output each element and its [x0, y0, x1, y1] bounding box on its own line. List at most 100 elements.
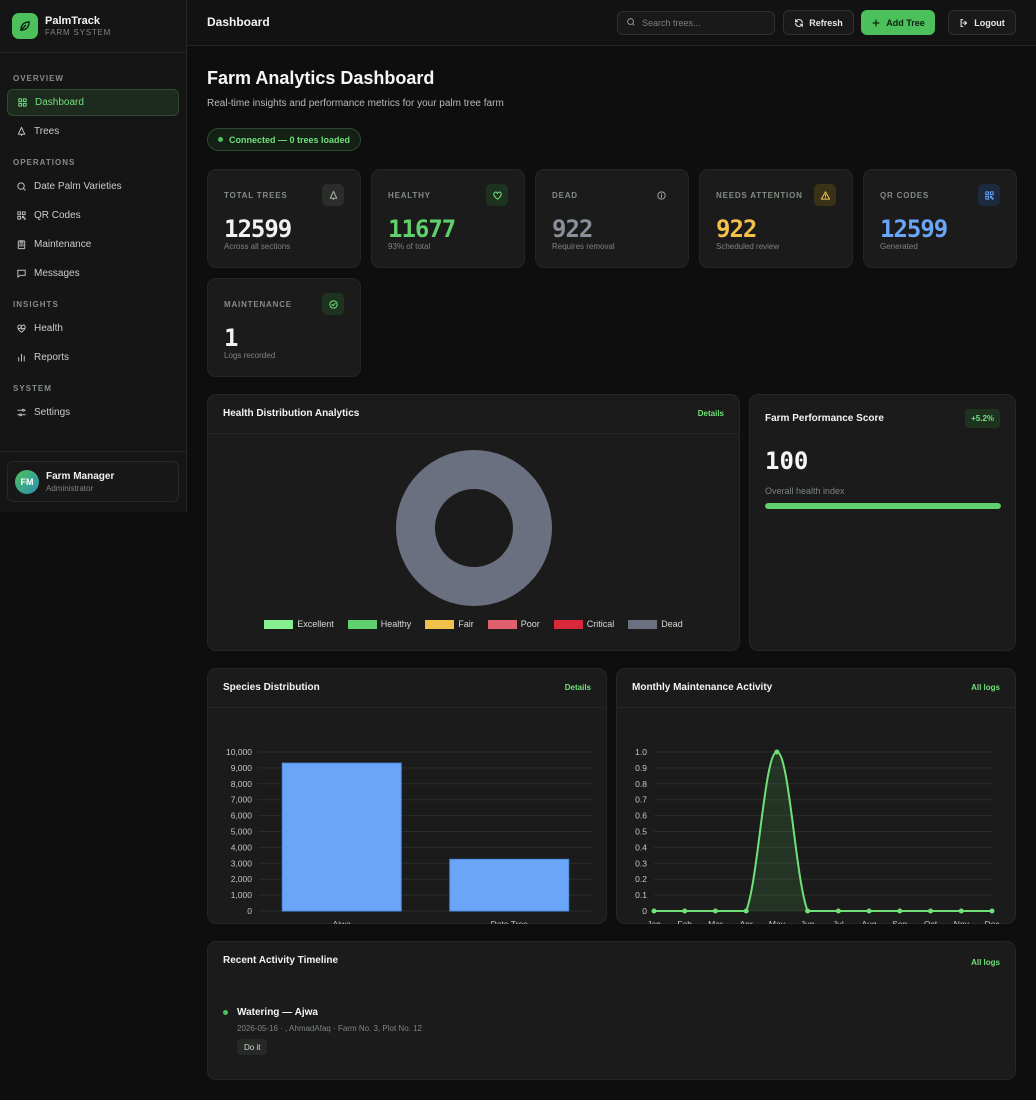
performance-label: Overall health index: [765, 486, 845, 496]
data-point-aug[interactable]: [866, 908, 872, 914]
health-card-title: Health Distribution Analytics: [223, 408, 360, 419]
legend-swatch: [264, 619, 294, 629]
data-point-oct[interactable]: [928, 908, 934, 914]
x-tick-label: Nov: [954, 919, 970, 924]
bar-ajwa[interactable]: [281, 762, 402, 912]
sidebar-item-label: Trees: [34, 126, 60, 137]
y-tick-label: 8,000: [231, 779, 253, 789]
stat-label: TOTAL TREES: [224, 191, 288, 200]
sidebar-nav: OVERVIEW Dashboard Trees OPERATIONS Date Pal…: [0, 53, 186, 426]
data-point-sep[interactable]: [897, 908, 903, 914]
y-tick-label: 5,000: [231, 827, 253, 837]
stat-value: 12599: [880, 215, 948, 243]
data-point-jun[interactable]: [805, 908, 811, 914]
tree-icon: [15, 126, 27, 138]
brand[interactable]: PalmTrack FARM SYSTEM: [0, 0, 186, 53]
y-tick-label: 0.2: [635, 874, 647, 884]
user-name: Farm Manager: [46, 470, 115, 482]
sidebar-item-dashboard[interactable]: Dashboard: [7, 89, 179, 116]
legend-item-poor[interactable]: Poor: [487, 619, 540, 629]
data-point-may[interactable]: [774, 749, 780, 755]
sidebar-item-maintenance[interactable]: Maintenance: [7, 231, 179, 258]
add-tree-button[interactable]: Add Tree: [861, 10, 935, 35]
page-title: Farm Analytics Dashboard: [207, 68, 435, 88]
legend-item-healthy[interactable]: Healthy: [347, 619, 412, 629]
user-card[interactable]: FM Farm Manager Administrator: [7, 461, 179, 502]
data-point-jan[interactable]: [651, 908, 657, 914]
x-tick-label: May: [769, 919, 786, 924]
stat-label: NEEDS ATTENTION: [716, 191, 803, 200]
sidebar-item-date-palm-varieties[interactable]: Date Palm Varieties: [7, 173, 179, 200]
nav-section-label: SYSTEM: [13, 384, 52, 393]
connection-badge: Connected — 0 trees loaded: [207, 128, 362, 151]
topbar-title: Dashboard: [207, 15, 270, 29]
legend-label: Healthy: [380, 619, 412, 629]
legend-item-dead[interactable]: Dead: [628, 619, 683, 629]
bar-date-tree[interactable]: [449, 858, 570, 912]
health-donut-chart: [396, 450, 552, 606]
legend-item-excellent[interactable]: Excellent: [264, 619, 334, 629]
timeline-item-title: Watering — Ajwa: [237, 1007, 318, 1018]
health-distribution-card: Health Distribution Analytics Details Ex…: [207, 394, 740, 651]
stat-card-needs-attention[interactable]: NEEDS ATTENTION 922 Scheduled review: [699, 169, 853, 268]
legend-item-critical[interactable]: Critical: [553, 619, 614, 629]
stat-card-qr-codes[interactable]: QR CODES 12599 Generated: [863, 169, 1017, 268]
logout-button[interactable]: Logout: [948, 10, 1016, 35]
sidebar-item-messages[interactable]: Messages: [7, 260, 179, 287]
refresh-button[interactable]: Refresh: [783, 10, 854, 35]
data-point-feb[interactable]: [682, 908, 688, 914]
info-icon: [650, 184, 672, 206]
warning-icon: [814, 184, 836, 206]
legend-item-fair[interactable]: Fair: [425, 619, 474, 629]
data-point-nov[interactable]: [958, 908, 964, 914]
sidebar-item-reports[interactable]: Reports: [7, 344, 179, 371]
y-tick-label: 0.6: [635, 811, 647, 821]
x-tick-label: Date Tree: [491, 919, 529, 924]
maintenance-logs-link[interactable]: All logs: [971, 683, 1000, 692]
brand-name: PalmTrack: [45, 15, 101, 27]
y-tick-label: 0: [642, 906, 647, 916]
sidebar-item-trees[interactable]: Trees: [7, 118, 179, 145]
legend-swatch: [487, 619, 517, 629]
data-point-dec[interactable]: [989, 908, 995, 914]
stat-card-maintenance[interactable]: MAINTENANCE 1 Logs recorded: [207, 278, 361, 377]
x-tick-label: Sep: [892, 919, 907, 924]
health-details-link[interactable]: Details: [697, 409, 724, 418]
stat-card-total-trees[interactable]: TOTAL TREES 12599 Across all sections: [207, 169, 361, 268]
stat-value: 922: [552, 215, 593, 243]
sidebar-item-health[interactable]: Health: [7, 315, 179, 342]
sidebar-item-qr-codes[interactable]: QR Codes: [7, 202, 179, 229]
add-tree-label: Add Tree: [886, 17, 925, 28]
donut-slice-dead[interactable]: [396, 450, 552, 606]
sidebar-item-label: QR Codes: [34, 210, 81, 221]
search-input[interactable]: [642, 18, 762, 28]
x-tick-label: Aug: [862, 919, 877, 924]
x-tick-label: Apr: [740, 919, 753, 924]
y-tick-label: 0.9: [635, 763, 647, 773]
stat-card-dead[interactable]: DEAD 922 Requires removal: [535, 169, 689, 268]
data-point-jul[interactable]: [835, 908, 841, 914]
legend-label: Poor: [520, 619, 540, 629]
data-point-apr[interactable]: [743, 908, 749, 914]
data-point-mar[interactable]: [712, 908, 718, 914]
user-role: Administrator: [46, 483, 94, 493]
bar-chart-icon: [15, 352, 27, 364]
search-box[interactable]: [617, 11, 775, 35]
search-icon: [626, 14, 636, 32]
species-details-link[interactable]: Details: [564, 683, 591, 692]
y-tick-label: 0.5: [635, 827, 647, 837]
search-icon: [15, 181, 27, 193]
connection-text: Connected — 0 trees loaded: [229, 134, 351, 145]
y-tick-label: 0.7: [635, 795, 647, 805]
stat-card-healthy[interactable]: HEALTHY 11677 93% of total: [371, 169, 525, 268]
stat-label: HEALTHY: [388, 191, 431, 200]
sidebar-item-settings[interactable]: Settings: [7, 399, 179, 426]
x-tick-label: Mar: [708, 919, 723, 924]
performance-title: Farm Performance Score: [765, 413, 884, 424]
stat-label: MAINTENANCE: [224, 300, 292, 309]
nav-section-label: INSIGHTS: [13, 300, 59, 309]
x-tick-label: Jul: [833, 919, 844, 924]
y-tick-label: 0: [247, 906, 252, 916]
timeline-logs-link[interactable]: All logs: [971, 958, 1000, 967]
